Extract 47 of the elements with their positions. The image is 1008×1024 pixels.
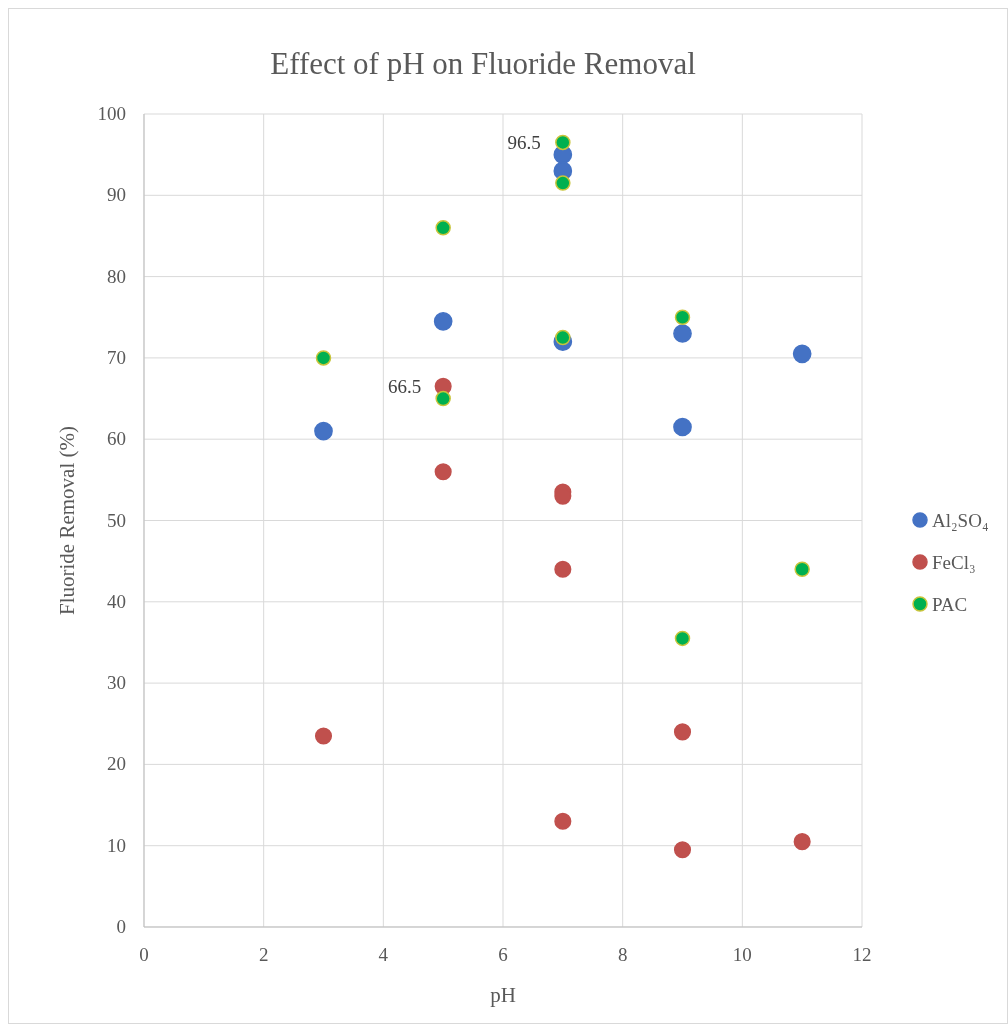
x-tick-label: 2: [258, 944, 269, 965]
point: [434, 463, 452, 481]
y-tick-label: 50: [107, 509, 126, 531]
y-tick-label: 100: [97, 103, 126, 124]
point: [315, 350, 332, 366]
point: [555, 175, 571, 191]
x-tick-label: 10: [732, 944, 752, 965]
legend-label: Al₂SO₄: [932, 510, 989, 531]
y-tick-label: 0: [116, 916, 126, 937]
x-tick-label: 4: [378, 944, 389, 965]
y-tick-label: 20: [107, 753, 126, 775]
y-tick-label: 70: [107, 346, 126, 368]
y-tick-label: 40: [107, 590, 126, 612]
point: [555, 329, 571, 346]
point: [674, 309, 691, 325]
point: [435, 390, 451, 407]
point: [554, 560, 572, 578]
point: [673, 841, 692, 859]
annotation: 96.5: [507, 132, 541, 154]
point: [673, 417, 692, 437]
point: [673, 723, 692, 741]
y-tick-label: 60: [107, 428, 126, 450]
point: [433, 311, 453, 331]
point: [674, 630, 691, 647]
chart-title: Effect of pH on Fluoride Removal: [270, 46, 696, 81]
x-tick-label: 0: [139, 944, 149, 965]
point: [435, 220, 451, 236]
legend-label: PAC: [932, 594, 968, 615]
y-tick-label: 80: [107, 265, 126, 287]
x-tick-label: 8: [617, 944, 628, 965]
point: [794, 561, 810, 578]
point: [314, 727, 333, 745]
legend-label: FeCl₃: [932, 552, 976, 573]
y-axis-title: Fluoride Removal (%): [55, 426, 79, 615]
point: [792, 344, 812, 364]
point: [673, 324, 692, 343]
point: [793, 833, 811, 851]
point: [554, 812, 572, 830]
y-tick-label: 90: [107, 184, 126, 206]
y-tick-label: 30: [107, 672, 126, 694]
x-axis-title: pH: [490, 983, 516, 1007]
point: [555, 134, 571, 151]
point: [314, 421, 333, 441]
x-tick-label: 6: [498, 944, 508, 965]
x-tick-label: 12: [852, 944, 872, 965]
annotation: 66.5: [387, 376, 422, 398]
y-tick-label: 10: [107, 834, 126, 856]
